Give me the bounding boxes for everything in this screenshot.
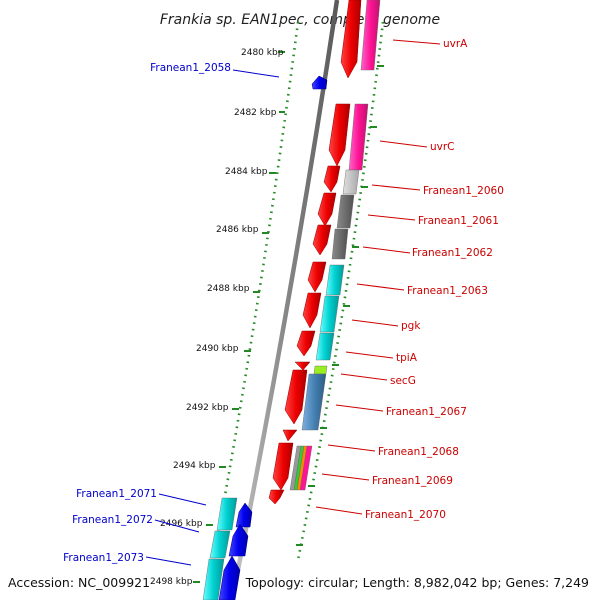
svg-text:tpiA: tpiA [396, 352, 418, 364]
label-franean1-2067[interactable]: Franean1_2067 [335, 404, 467, 418]
cog-franean1-2060 [342, 169, 360, 195]
cog-franean1-2071 [216, 497, 238, 531]
cds-pgk[interactable] [302, 292, 322, 329]
accession-text: Accession: NC_009921 [8, 575, 150, 590]
label-franean1-2063[interactable]: Franean1_2063 [356, 283, 488, 297]
cog-franean1-2061 [336, 194, 355, 229]
cog-tpiA [315, 332, 335, 361]
cds-tpiA[interactable] [296, 330, 316, 357]
reverse-cds-track [218, 75, 328, 600]
svg-text:pgk: pgk [401, 320, 421, 332]
cds-franean1-2073[interactable] [218, 555, 241, 600]
label-franean1-2068[interactable]: Franean1_2068 [327, 444, 459, 458]
svg-text:2494 kbp: 2494 kbp [173, 461, 216, 471]
cds-uvrC[interactable] [328, 103, 351, 167]
cds-franean1-2069[interactable] [272, 442, 294, 491]
svg-text:Franean1_2072: Franean1_2072 [72, 514, 153, 526]
tick-2490: 2490 kbp [196, 344, 251, 354]
cds-franean1-2061[interactable] [317, 192, 337, 227]
cog-franean1-2063 [325, 264, 345, 296]
cog-franean1-2073 [202, 558, 225, 600]
cds-franean1-2068[interactable] [282, 429, 298, 442]
svg-text:2490 kbp: 2490 kbp [196, 344, 239, 354]
label-uvrA[interactable]: uvrA [392, 38, 468, 50]
cog-franean1-2062 [331, 228, 349, 260]
tick-2488: 2488 kbp [207, 284, 260, 294]
label-uvrC[interactable]: uvrC [379, 140, 455, 153]
svg-text:uvrC: uvrC [430, 141, 455, 153]
cds-franean1-2072[interactable] [228, 523, 249, 557]
svg-text:Franean1_2071: Franean1_2071 [76, 488, 157, 500]
svg-text:Franean1_2069: Franean1_2069 [372, 475, 453, 487]
cds-franean1-2063[interactable] [307, 261, 327, 293]
cds-franean1-2060[interactable] [323, 165, 341, 193]
svg-text:Franean1_2073: Franean1_2073 [63, 552, 144, 564]
tick-2492: 2492 kbp [186, 403, 239, 413]
label-franean1-2069[interactable]: Franean1_2069 [321, 473, 453, 487]
svg-text:2486 kbp: 2486 kbp [216, 225, 259, 235]
cog-secG [313, 365, 328, 375]
svg-text:2480 kbp: 2480 kbp [241, 48, 284, 58]
tick-2496: 2496 kbp [160, 519, 213, 529]
tick-2480: 2480 kbp [241, 48, 285, 58]
svg-text:2484 kbp: 2484 kbp [225, 167, 268, 177]
svg-text:secG: secG [390, 375, 416, 387]
tick-2486: 2486 kbp [216, 225, 269, 235]
cog-franean1-2067 [301, 373, 327, 431]
cds-franean1-2067[interactable] [284, 369, 308, 425]
map-title: Frankia sp. EAN1pec, complete genome [160, 12, 440, 28]
label-franean1-2072[interactable]: Franean1_2072 [72, 514, 200, 533]
svg-text:Franean1_2058: Franean1_2058 [150, 62, 231, 74]
svg-text:Franean1_2061: Franean1_2061 [418, 215, 499, 227]
label-franean1-2062[interactable]: Franean1_2062 [362, 246, 493, 259]
svg-text:2492 kbp: 2492 kbp [186, 403, 229, 413]
cds-franean1-2058[interactable] [311, 75, 328, 90]
label-franean1-2061[interactable]: Franean1_2061 [367, 214, 499, 227]
svg-text:Franean1_2060: Franean1_2060 [423, 185, 504, 197]
gene-labels-left: Franean1_2058 Franean1_2071 Franean1_207… [63, 62, 280, 566]
label-franean1-2073[interactable]: Franean1_2073 [63, 552, 192, 566]
tick-2498: 2498 kbp [150, 577, 200, 587]
label-franean1-2060[interactable]: Franean1_2060 [371, 184, 504, 197]
cog-uvrA [360, 0, 381, 71]
svg-text:2488 kbp: 2488 kbp [207, 284, 250, 294]
svg-text:Franean1_2067: Franean1_2067 [386, 406, 467, 418]
svg-text:Franean1_2063: Franean1_2063 [407, 285, 488, 297]
label-franean1-2070[interactable]: Franean1_2070 [315, 506, 446, 521]
outer-ticks [296, 65, 384, 546]
svg-text:Franean1_2062: Franean1_2062 [412, 247, 493, 259]
svg-text:Franean1_2068: Franean1_2068 [378, 446, 459, 458]
cds-secG[interactable] [294, 361, 311, 371]
svg-text:Franean1_2070: Franean1_2070 [365, 509, 446, 521]
scale-ticks: 2480 kbp 2482 kbp 2484 kbp 2486 kbp 2488… [150, 48, 285, 587]
tick-2494: 2494 kbp [173, 461, 226, 471]
genome-info-text: Topology: circular; Length: 8,982,042 bp… [245, 575, 589, 590]
gene-labels-right: uvrA uvrC Franean1_2060 Franean1_2061 Fr… [315, 38, 504, 521]
label-franean1-2071[interactable]: Franean1_2071 [76, 488, 207, 506]
label-tpiA[interactable]: tpiA [345, 351, 418, 364]
cds-franean1-2070[interactable] [268, 489, 285, 505]
cog-uvrC [348, 103, 369, 171]
svg-text:2482 kbp: 2482 kbp [234, 108, 277, 118]
svg-text:2498 kbp: 2498 kbp [150, 577, 193, 587]
cog-franean1-2072 [209, 530, 231, 559]
svg-text:uvrA: uvrA [443, 38, 468, 50]
cds-franean1-2071[interactable] [235, 502, 253, 528]
forward-cds-track [268, 0, 362, 505]
tick-2484: 2484 kbp [225, 167, 276, 177]
cog-pgk [319, 295, 340, 333]
cds-uvrA[interactable] [340, 0, 362, 79]
cog-franean1-2069-d [299, 445, 313, 491]
label-secG[interactable]: secG [340, 373, 416, 387]
cog-track [202, 0, 381, 600]
cds-franean1-2062[interactable] [312, 224, 332, 256]
svg-text:2496 kbp: 2496 kbp [160, 519, 203, 529]
label-franean1-2058[interactable]: Franean1_2058 [150, 62, 280, 78]
scale-dotted-arc [204, 21, 300, 600]
label-pgk[interactable]: pgk [351, 319, 421, 332]
tick-2482: 2482 kbp [234, 108, 285, 118]
